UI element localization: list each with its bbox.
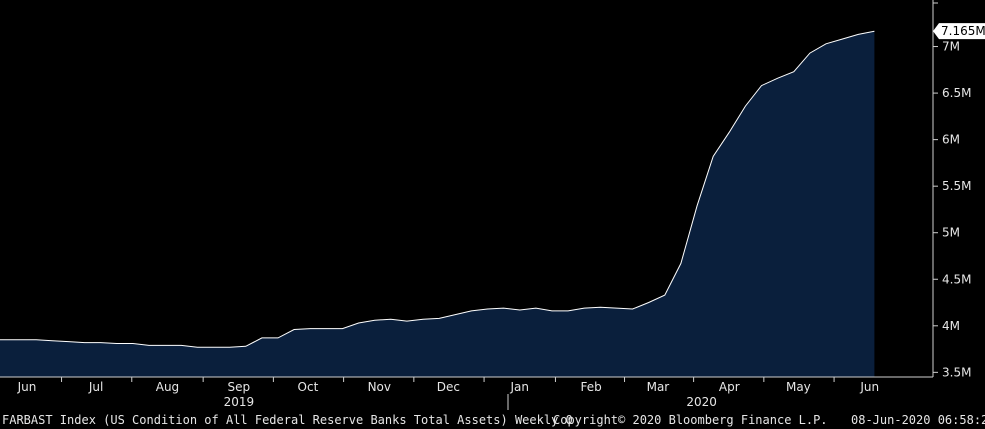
series-line <box>0 30 875 348</box>
x-tick-label: Jun <box>17 380 37 394</box>
y-tick-label: 5M <box>942 226 960 240</box>
y-tick-label: 6M <box>942 133 960 147</box>
timestamp-text: 08-Jun-2020 06:58:23 <box>851 413 985 427</box>
x-tick-label: Aug <box>156 380 179 394</box>
y-tick-label: 4.5M <box>942 272 971 286</box>
y-tick-label: 3.5M <box>942 365 971 379</box>
last-value-badge: 7.165M <box>933 23 985 40</box>
y-tick-label: 7M <box>942 40 960 54</box>
x-tick-label: Jun <box>859 380 879 394</box>
y-tick-label: 6.5M <box>942 86 971 100</box>
series-area <box>0 31 875 377</box>
last-value-label: 7.165M <box>941 24 985 38</box>
plot-region <box>0 30 875 377</box>
x-tick-label: Jan <box>510 380 530 394</box>
x-tick-label: Oct <box>298 380 319 394</box>
footer-bar: FARBAST Index (US Condition of All Feder… <box>0 410 985 429</box>
y-axis: 3.5M 4M 4.5M 5M 5.5M 6M 6.5M 7M <box>932 0 971 379</box>
y-tick-label: 4M <box>942 319 960 333</box>
last-value-badge-shape <box>933 23 985 40</box>
x-tick-label: Nov <box>368 380 391 394</box>
x-tick-label: Sep <box>228 380 251 394</box>
x-tick-label: Dec <box>437 380 460 394</box>
x-tick-label: Apr <box>719 380 740 394</box>
x-axis: Jun Jul Aug Sep Oct Nov Dec Jan Feb Mar Apr May Jun 2… <box>0 376 933 410</box>
year-label: 2020 <box>686 395 717 409</box>
x-tick-label: Feb <box>581 380 602 394</box>
chart-area: 3.5M 4M 4.5M 5M 5.5M 6M 6.5M 7M Jun Jul Aug Sep Oct… <box>0 0 985 410</box>
x-tick-label: Mar <box>647 380 670 394</box>
y-tick-label: 5.5M <box>942 179 971 193</box>
copyright-text: Copyright© 2020 Bloomberg Finance L.P. <box>553 413 828 427</box>
ticker-description: FARBAST Index (US Condition of All Feder… <box>2 413 573 427</box>
x-tick-label: Jul <box>88 380 103 394</box>
year-label: 2019 <box>224 395 255 409</box>
x-tick-label: May <box>786 380 811 394</box>
